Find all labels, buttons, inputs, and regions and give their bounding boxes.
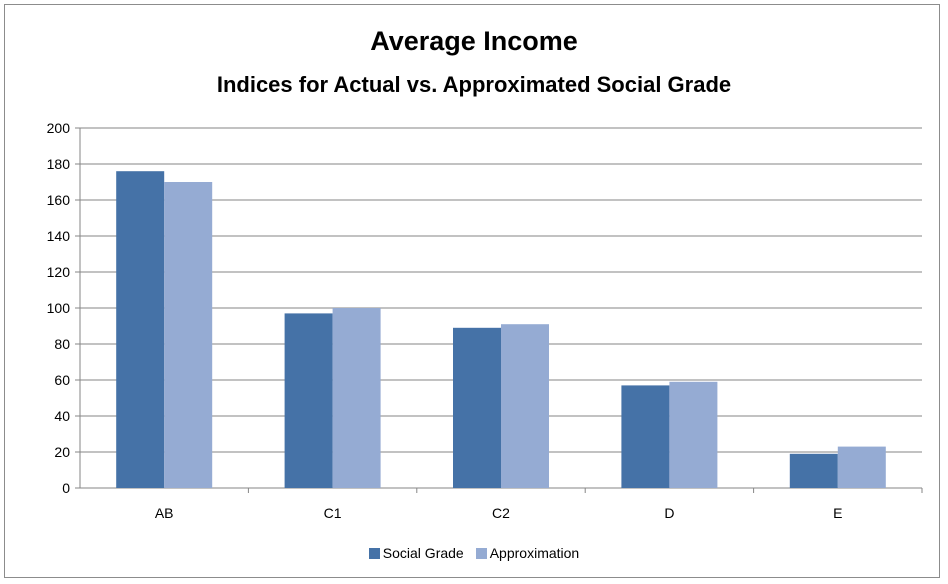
y-tick-label-0: 0 xyxy=(62,480,70,496)
y-tick-label-80: 80 xyxy=(54,336,70,352)
bar-social-grade-e xyxy=(789,453,838,488)
chart-subtitle: Indices for Actual vs. Approximated Soci… xyxy=(216,72,732,97)
bar-approximation-ab xyxy=(164,182,213,488)
chart-legend: Social Grade Approximation xyxy=(0,545,948,561)
chart-title: Average Income xyxy=(370,26,578,56)
legend-label-social-grade: Social Grade xyxy=(382,545,464,561)
bar-social-grade-c1 xyxy=(284,313,333,488)
y-tick-label-140: 140 xyxy=(47,228,71,244)
x-tick-label-d: D xyxy=(664,505,674,521)
bar-social-grade-ab xyxy=(116,171,165,488)
x-tick-label-c2: C2 xyxy=(492,505,510,521)
bar-approximation-d xyxy=(669,381,718,488)
y-tick-label-180: 180 xyxy=(47,156,71,172)
y-tick-label-200: 200 xyxy=(47,120,71,136)
y-tick-label-20: 20 xyxy=(54,444,70,460)
x-tick-label-ab: AB xyxy=(155,505,174,521)
y-tick-label-40: 40 xyxy=(54,408,70,424)
legend-item-approximation: Approximation xyxy=(475,545,580,561)
bar-social-grade-c2 xyxy=(453,327,501,488)
x-tick-label-c1: C1 xyxy=(324,505,342,521)
legend-label-approximation: Approximation xyxy=(489,545,580,561)
legend-swatch-social-grade xyxy=(368,547,380,559)
y-tick-label-100: 100 xyxy=(47,300,71,316)
legend-item-social-grade: Social Grade xyxy=(368,545,464,561)
y-tick-label-60: 60 xyxy=(54,372,70,388)
bar-social-grade-d xyxy=(621,385,670,488)
bar-approximation-c2 xyxy=(501,324,549,488)
y-tick-label-160: 160 xyxy=(47,192,71,208)
bar-approximation-c1 xyxy=(332,308,381,488)
x-tick-label-e: E xyxy=(833,505,842,521)
legend-swatch-approximation xyxy=(475,547,487,559)
y-tick-label-120: 120 xyxy=(47,264,71,280)
bar-approximation-e xyxy=(837,446,886,488)
